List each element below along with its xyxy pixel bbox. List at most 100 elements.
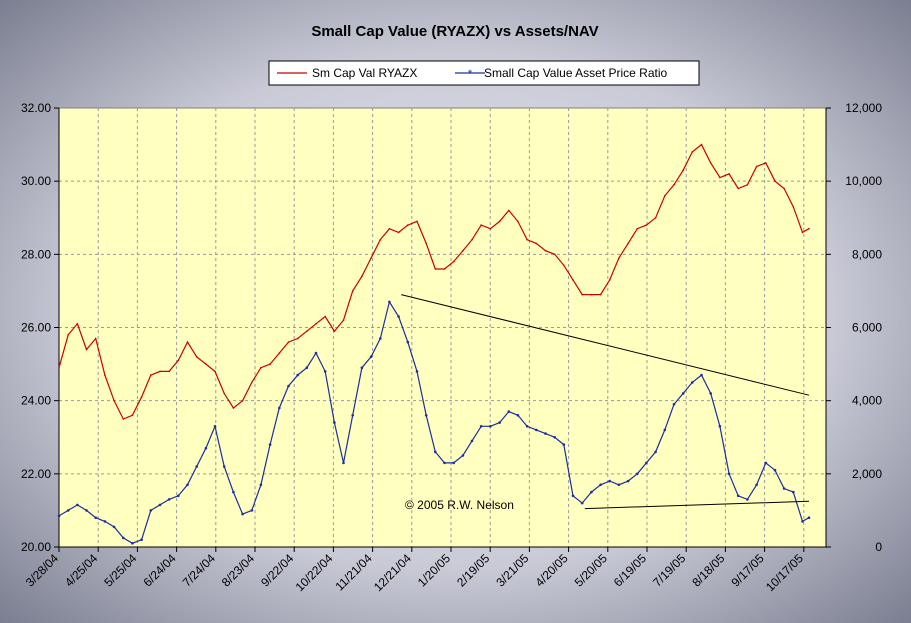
data-point-ratio [140, 538, 143, 541]
data-point-ratio [103, 520, 107, 523]
data-point-ratio [66, 509, 70, 512]
data-point-price [351, 290, 354, 292]
data-point-price [361, 275, 363, 278]
y-right-tick-label: 10,000 [845, 174, 882, 188]
data-point-price [260, 366, 262, 369]
y-left-tick-label: 24.00 [21, 394, 51, 408]
data-point-ratio [149, 509, 153, 512]
data-point-ratio [434, 450, 437, 454]
data-point-price [214, 370, 216, 373]
data-point-price [287, 341, 290, 343]
data-point-price [76, 323, 79, 325]
data-point-ratio [94, 516, 97, 519]
data-point-price [85, 348, 88, 351]
data-point-ratio [535, 428, 538, 432]
data-point-price [122, 418, 125, 420]
data-point-price [306, 330, 308, 333]
data-point-price [186, 341, 189, 343]
data-point-price [563, 264, 565, 267]
data-point-ratio [443, 461, 446, 465]
data-point-ratio [470, 439, 474, 443]
data-point-price [205, 363, 207, 365]
data-point-ratio [85, 509, 88, 512]
data-point-ratio [278, 406, 281, 410]
data-point-price [599, 293, 602, 296]
data-point-ratio [525, 425, 529, 428]
data-point-price [397, 231, 400, 234]
data-point-price [241, 399, 244, 402]
data-point-ratio [736, 494, 740, 498]
data-point-ratio [333, 421, 336, 424]
data-point-price [673, 184, 675, 186]
trendline-1 [584, 500, 810, 510]
data-point-ratio [654, 450, 657, 454]
data-point-ratio [773, 468, 777, 472]
y-left-tick-label: 28.00 [21, 247, 51, 261]
data-point-price [719, 176, 721, 179]
data-point-ratio [571, 494, 575, 498]
data-point-ratio [369, 355, 373, 359]
data-point-ratio [599, 483, 602, 487]
data-point-ratio [461, 454, 465, 457]
data-point-ratio [608, 479, 611, 483]
y-right-tick-label: 12,000 [845, 101, 882, 115]
data-point-ratio [131, 542, 134, 545]
data-point-price [526, 238, 528, 241]
data-point-price [104, 374, 106, 376]
data-point-ratio [213, 425, 217, 428]
data-point-price [774, 180, 776, 182]
data-point-price [508, 209, 510, 212]
data-point-ratio [507, 410, 511, 413]
data-point-price [370, 257, 372, 259]
data-point-price [131, 414, 134, 417]
trendline-0 [401, 294, 810, 396]
data-point-price [232, 407, 235, 409]
data-point-ratio [323, 370, 327, 373]
data-point-ratio [553, 436, 556, 439]
data-point-ratio [305, 366, 309, 370]
data-point-ratio [250, 509, 254, 512]
data-point-price [168, 370, 170, 373]
data-point-price [407, 224, 409, 226]
data-point-ratio [645, 461, 648, 465]
data-point-price [792, 206, 795, 208]
copyright-annotation: © 2005 R.W. Nelson [405, 498, 514, 512]
data-point-ratio [177, 494, 180, 498]
data-point-price [581, 293, 583, 296]
data-point-price [553, 253, 556, 256]
data-point-ratio [489, 425, 492, 428]
data-point-price [755, 165, 758, 168]
data-point-price [333, 330, 336, 333]
data-point-price [765, 162, 767, 164]
y-right-tick-label: 2,000 [852, 467, 882, 481]
data-point-ratio [755, 483, 758, 487]
data-point-price [195, 356, 198, 358]
data-point-price [535, 242, 538, 245]
data-point-price [544, 249, 547, 252]
data-point-price [67, 334, 69, 336]
data-point-price [517, 220, 519, 223]
data-point-price [709, 162, 712, 164]
y-left-tick-label: 20.00 [21, 540, 51, 554]
y-right-tick-label: 8,000 [852, 247, 882, 261]
data-point-ratio [222, 465, 226, 468]
data-point-price [140, 396, 143, 398]
data-point-ratio [562, 443, 566, 446]
data-point-ratio [672, 403, 676, 406]
data-point-price [462, 249, 464, 252]
legend-label-ratio: Small Cap Value Asset Price Ratio [484, 66, 668, 80]
data-point-ratio [700, 373, 703, 377]
data-point-ratio [360, 366, 364, 370]
data-point-price [425, 242, 428, 245]
data-point-price [783, 187, 785, 190]
data-point-ratio [415, 370, 419, 373]
data-point-ratio [57, 514, 61, 518]
data-point-price [728, 173, 730, 175]
y-left-tick-label: 32.00 [21, 101, 51, 115]
data-point-ratio [498, 421, 501, 424]
data-point-price [388, 227, 391, 230]
data-point-ratio [388, 300, 391, 304]
data-point-ratio [544, 432, 547, 435]
data-point-ratio [580, 501, 584, 505]
